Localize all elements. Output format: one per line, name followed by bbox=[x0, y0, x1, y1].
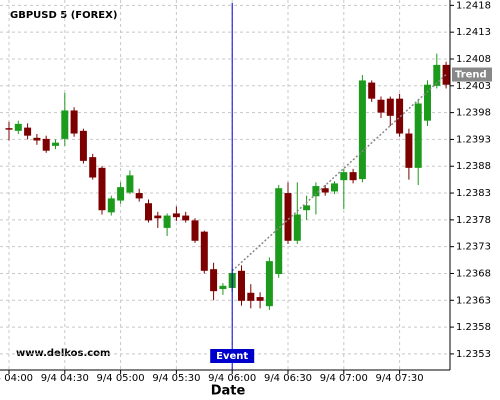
candle-body bbox=[247, 292, 255, 301]
x-tick-label: 9/4 04:30 bbox=[41, 373, 89, 384]
candle-body bbox=[145, 203, 152, 221]
y-tick-label: 1.2403 bbox=[456, 81, 491, 92]
candle-body bbox=[163, 215, 171, 228]
candle-body bbox=[321, 188, 329, 193]
candle-body bbox=[135, 193, 143, 199]
y-tick-label: 1.2393 bbox=[456, 134, 491, 145]
y-tick-label: 1.2358 bbox=[456, 322, 491, 333]
candle-body bbox=[293, 214, 301, 241]
candle-body bbox=[24, 127, 32, 136]
candle-body bbox=[154, 215, 162, 219]
candle-body bbox=[126, 175, 134, 193]
candle-body bbox=[107, 198, 115, 213]
x-tick-label: 9/4 05:30 bbox=[152, 373, 200, 384]
x-tick-label: 9/4 07:00 bbox=[320, 373, 368, 384]
candle-body bbox=[61, 110, 69, 139]
candle-body bbox=[331, 183, 338, 192]
candle-body bbox=[424, 84, 431, 121]
candle-body bbox=[5, 128, 13, 130]
candle-body bbox=[386, 98, 394, 116]
candle-body bbox=[377, 99, 385, 113]
chart-title: GBPUSD 5 (FOREX) bbox=[10, 10, 117, 21]
trend-label-box bbox=[452, 67, 492, 82]
candle-body bbox=[210, 269, 218, 292]
candle-body bbox=[256, 297, 264, 301]
y-tick-label: 1.2418 bbox=[456, 0, 491, 11]
x-axis-title: Date bbox=[211, 384, 246, 399]
x-tick-label: 9/4 05:00 bbox=[97, 373, 145, 384]
candle-body bbox=[219, 285, 227, 290]
x-tick-label: 9/4 07:30 bbox=[376, 373, 424, 384]
event-label-box bbox=[210, 349, 255, 363]
y-tick-label: 1.2353 bbox=[456, 349, 491, 360]
candle-body bbox=[89, 157, 97, 178]
y-tick-label: 1.2378 bbox=[456, 215, 491, 226]
candle-body bbox=[312, 186, 320, 197]
y-tick-label: 1.2398 bbox=[456, 108, 491, 119]
y-tick-label: 1.2363 bbox=[456, 295, 491, 306]
y-tick-label: 1.2368 bbox=[456, 268, 491, 279]
y-tick-label: 1.2383 bbox=[456, 188, 491, 199]
y-tick-label: 1.2408 bbox=[456, 54, 491, 65]
x-tick-label: 9/4 06:00 bbox=[208, 373, 256, 384]
candle-body bbox=[172, 213, 180, 218]
event-label: Event bbox=[216, 351, 248, 362]
candle-body bbox=[414, 103, 422, 168]
candle-body bbox=[442, 64, 450, 85]
candle-body bbox=[265, 261, 273, 307]
trend-label: Trend bbox=[455, 70, 487, 81]
y-tick-label: 1.2413 bbox=[456, 27, 491, 38]
candle-body bbox=[70, 110, 78, 134]
trend-line bbox=[231, 73, 447, 272]
candle-body bbox=[42, 138, 50, 151]
candle-body bbox=[117, 187, 125, 201]
candle-body bbox=[349, 172, 357, 181]
candle-body bbox=[358, 80, 366, 180]
candle-body bbox=[405, 133, 413, 168]
candle-body bbox=[303, 205, 311, 211]
candle-body bbox=[52, 142, 59, 146]
candle-body bbox=[368, 82, 376, 99]
candle-body bbox=[14, 123, 22, 131]
x-tick-label: 9/4 04:00 bbox=[0, 373, 33, 384]
candle-body bbox=[200, 231, 208, 271]
candle-body bbox=[238, 270, 245, 301]
candle-body bbox=[98, 167, 106, 211]
candle-body bbox=[33, 137, 41, 141]
candle-body bbox=[433, 64, 441, 86]
candle-body bbox=[340, 172, 348, 181]
x-tick-label: 9/4 06:30 bbox=[264, 373, 312, 384]
candle-body bbox=[191, 220, 199, 241]
candle-body bbox=[284, 193, 292, 241]
watermark: www.delkos.com bbox=[16, 348, 110, 359]
candle-body bbox=[182, 215, 190, 221]
candle-body bbox=[79, 130, 87, 161]
candle-body bbox=[275, 188, 283, 275]
candle-body bbox=[396, 98, 404, 134]
y-tick-label: 1.2388 bbox=[456, 161, 491, 172]
y-tick-label: 1.2373 bbox=[456, 242, 491, 253]
